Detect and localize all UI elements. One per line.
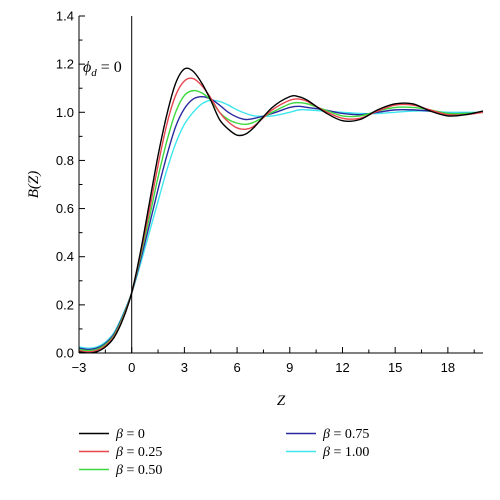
y-tick-label: 0.6 (56, 201, 74, 216)
x-tick-label: 3 (181, 360, 188, 375)
x-axis-title: Z (277, 393, 286, 409)
series-line-2 (79, 89, 483, 352)
y-tick-label: 0.2 (56, 297, 74, 312)
legend-label-2: β = 0.50 (115, 463, 162, 478)
y-tick-label: 1.4 (56, 9, 74, 24)
annotation-subscript: d (91, 67, 97, 79)
annotation-value: = 0 (97, 59, 122, 76)
series-line-4 (79, 99, 483, 349)
series-line-1 (79, 77, 483, 353)
y-tick-label: 0.4 (56, 249, 74, 264)
x-tick-label: 6 (233, 360, 240, 375)
series-line-0 (79, 67, 483, 353)
x-tick-label: 0 (128, 360, 135, 375)
y-tick-label: 1.2 (56, 57, 74, 72)
axes: 0.0 0.2 0.4 0.6 0.8 1.0 1.2 1.4 −3 0 3 6 9 12 15 18 (56, 9, 483, 375)
x-tick-label: −3 (72, 360, 87, 375)
legend-label-4: β = 1.00 (322, 445, 369, 460)
legend-label-1: β = 0.25 (115, 445, 162, 460)
y-axis-title: B(Z) (26, 171, 42, 199)
x-tick-label: 9 (286, 360, 293, 375)
y-tick-label: 0.8 (56, 153, 74, 168)
series-line-3 (79, 95, 483, 351)
y-tick-label: 1.0 (56, 105, 74, 120)
legend-label-3: β = 0.75 (322, 427, 369, 442)
y-tick-label: 0.0 (56, 346, 74, 361)
plot-area (79, 67, 483, 353)
legend-label-0: β = 0 (115, 427, 145, 442)
x-tick-label: 12 (335, 360, 349, 375)
legend: β = 0 β = 0.25 β = 0.50 β = 0.75 β = 1.00 (79, 427, 369, 478)
x-tick-label: 15 (388, 360, 402, 375)
x-tick-label: 18 (441, 360, 455, 375)
phi-annotation: ϕd = 0 (83, 59, 122, 79)
annotation-symbol: ϕ (83, 59, 91, 76)
